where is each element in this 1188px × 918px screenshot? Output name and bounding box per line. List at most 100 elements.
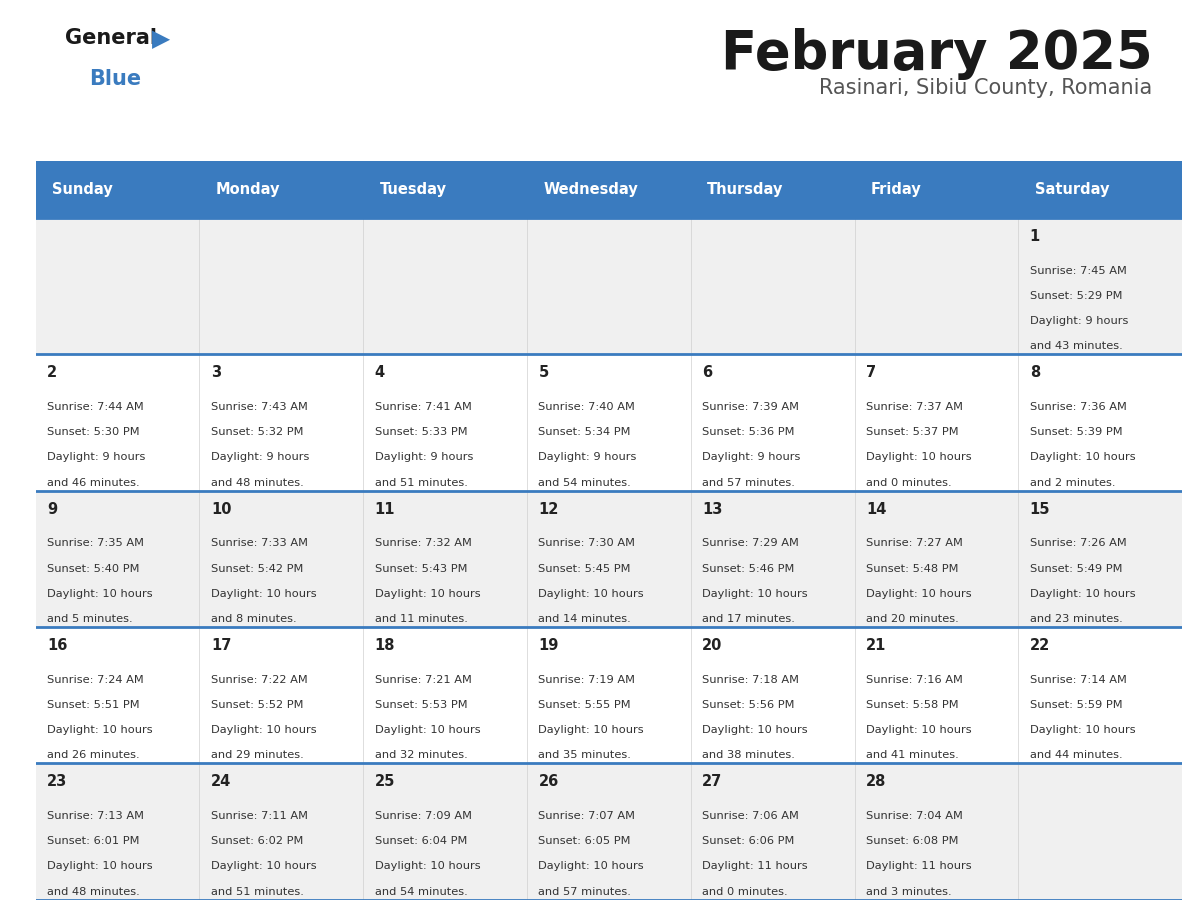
Text: and 54 minutes.: and 54 minutes. xyxy=(538,477,631,487)
Text: Sunset: 5:43 PM: Sunset: 5:43 PM xyxy=(374,564,467,574)
Text: and 38 minutes.: and 38 minutes. xyxy=(702,750,795,760)
Text: and 32 minutes.: and 32 minutes. xyxy=(374,750,467,760)
Text: 16: 16 xyxy=(48,638,68,653)
Text: 12: 12 xyxy=(538,501,558,517)
Bar xyxy=(527,627,690,763)
Text: Sunrise: 7:04 AM: Sunrise: 7:04 AM xyxy=(866,811,962,821)
Text: Daylight: 10 hours: Daylight: 10 hours xyxy=(866,725,972,735)
Text: Sunrise: 7:06 AM: Sunrise: 7:06 AM xyxy=(702,811,800,821)
Text: 22: 22 xyxy=(1030,638,1050,653)
Text: Daylight: 11 hours: Daylight: 11 hours xyxy=(866,861,972,871)
Text: Daylight: 10 hours: Daylight: 10 hours xyxy=(1030,453,1136,463)
Bar xyxy=(1018,763,1182,900)
Text: Sunset: 5:58 PM: Sunset: 5:58 PM xyxy=(866,700,959,710)
Bar xyxy=(36,627,200,763)
Text: 17: 17 xyxy=(211,638,232,653)
Text: Daylight: 10 hours: Daylight: 10 hours xyxy=(1030,725,1136,735)
Text: Saturday: Saturday xyxy=(1035,182,1110,196)
Text: 21: 21 xyxy=(866,638,886,653)
Text: Sunrise: 7:11 AM: Sunrise: 7:11 AM xyxy=(211,811,308,821)
Text: Sunrise: 7:41 AM: Sunrise: 7:41 AM xyxy=(374,402,472,412)
Text: and 20 minutes.: and 20 minutes. xyxy=(866,614,959,624)
Text: Sunset: 5:34 PM: Sunset: 5:34 PM xyxy=(538,427,631,437)
Text: Sunrise: 7:32 AM: Sunrise: 7:32 AM xyxy=(374,538,472,548)
Text: 7: 7 xyxy=(866,365,876,380)
Bar xyxy=(200,490,364,627)
Text: Sunset: 5:45 PM: Sunset: 5:45 PM xyxy=(538,564,631,574)
Text: Friday: Friday xyxy=(871,182,922,196)
Text: Sunset: 5:39 PM: Sunset: 5:39 PM xyxy=(1030,427,1123,437)
Text: and 35 minutes.: and 35 minutes. xyxy=(538,750,631,760)
Text: and 17 minutes.: and 17 minutes. xyxy=(702,614,795,624)
Text: 10: 10 xyxy=(211,501,232,517)
Text: and 11 minutes.: and 11 minutes. xyxy=(374,614,468,624)
Text: 5: 5 xyxy=(538,365,549,380)
Bar xyxy=(200,218,364,354)
Text: and 2 minutes.: and 2 minutes. xyxy=(1030,477,1116,487)
Text: Daylight: 10 hours: Daylight: 10 hours xyxy=(374,861,480,871)
Text: 13: 13 xyxy=(702,501,722,517)
Text: 14: 14 xyxy=(866,501,886,517)
Text: Daylight: 9 hours: Daylight: 9 hours xyxy=(702,453,801,463)
Text: Sunrise: 7:35 AM: Sunrise: 7:35 AM xyxy=(48,538,144,548)
Text: and 51 minutes.: and 51 minutes. xyxy=(374,477,468,487)
Bar xyxy=(854,627,1018,763)
Text: Sunset: 5:40 PM: Sunset: 5:40 PM xyxy=(48,564,140,574)
Text: 23: 23 xyxy=(48,774,68,789)
Text: and 57 minutes.: and 57 minutes. xyxy=(702,477,795,487)
Text: and 43 minutes.: and 43 minutes. xyxy=(1030,341,1123,352)
Text: Sunrise: 7:33 AM: Sunrise: 7:33 AM xyxy=(211,538,308,548)
Text: Sunset: 5:56 PM: Sunset: 5:56 PM xyxy=(702,700,795,710)
Text: and 8 minutes.: and 8 minutes. xyxy=(211,614,297,624)
Text: 19: 19 xyxy=(538,638,558,653)
Text: and 14 minutes.: and 14 minutes. xyxy=(538,614,631,624)
Text: and 44 minutes.: and 44 minutes. xyxy=(1030,750,1123,760)
Text: Sunset: 5:30 PM: Sunset: 5:30 PM xyxy=(48,427,140,437)
Text: Daylight: 10 hours: Daylight: 10 hours xyxy=(866,453,972,463)
Text: Sunrise: 7:26 AM: Sunrise: 7:26 AM xyxy=(1030,538,1126,548)
Text: 24: 24 xyxy=(211,774,232,789)
Text: General: General xyxy=(65,28,157,48)
Text: and 0 minutes.: and 0 minutes. xyxy=(866,477,952,487)
Text: Wednesday: Wednesday xyxy=(543,182,638,196)
Text: Sunrise: 7:37 AM: Sunrise: 7:37 AM xyxy=(866,402,963,412)
Text: ▶: ▶ xyxy=(152,28,170,51)
Bar xyxy=(527,763,690,900)
Text: Monday: Monday xyxy=(216,182,280,196)
Text: 4: 4 xyxy=(374,365,385,380)
Text: Sunset: 5:29 PM: Sunset: 5:29 PM xyxy=(1030,291,1123,301)
Text: and 5 minutes.: and 5 minutes. xyxy=(48,614,133,624)
Text: 3: 3 xyxy=(211,365,221,380)
Bar xyxy=(854,218,1018,354)
Bar xyxy=(200,161,364,218)
Bar xyxy=(36,490,200,627)
Bar xyxy=(36,354,200,490)
Text: and 46 minutes.: and 46 minutes. xyxy=(48,477,140,487)
Text: Daylight: 9 hours: Daylight: 9 hours xyxy=(211,453,309,463)
Bar xyxy=(364,354,527,490)
Bar xyxy=(690,627,854,763)
Bar xyxy=(527,490,690,627)
Text: Rasinari, Sibiu County, Romania: Rasinari, Sibiu County, Romania xyxy=(819,78,1152,98)
Text: Daylight: 10 hours: Daylight: 10 hours xyxy=(374,725,480,735)
Text: Daylight: 9 hours: Daylight: 9 hours xyxy=(374,453,473,463)
Text: Daylight: 10 hours: Daylight: 10 hours xyxy=(48,861,153,871)
Text: Sunrise: 7:22 AM: Sunrise: 7:22 AM xyxy=(211,675,308,685)
Bar xyxy=(690,763,854,900)
Bar xyxy=(854,490,1018,627)
Text: Sunrise: 7:14 AM: Sunrise: 7:14 AM xyxy=(1030,675,1126,685)
Bar xyxy=(364,218,527,354)
Text: 8: 8 xyxy=(1030,365,1040,380)
Text: Sunset: 5:53 PM: Sunset: 5:53 PM xyxy=(374,700,467,710)
Text: Sunset: 5:32 PM: Sunset: 5:32 PM xyxy=(211,427,303,437)
Text: Sunday: Sunday xyxy=(52,182,113,196)
Bar xyxy=(854,354,1018,490)
Text: and 57 minutes.: and 57 minutes. xyxy=(538,887,631,897)
Text: Sunrise: 7:24 AM: Sunrise: 7:24 AM xyxy=(48,675,144,685)
Bar xyxy=(200,354,364,490)
Text: Sunrise: 7:45 AM: Sunrise: 7:45 AM xyxy=(1030,265,1126,275)
Text: Tuesday: Tuesday xyxy=(379,182,447,196)
Text: and 3 minutes.: and 3 minutes. xyxy=(866,887,952,897)
Text: and 48 minutes.: and 48 minutes. xyxy=(211,477,304,487)
Text: Sunset: 6:01 PM: Sunset: 6:01 PM xyxy=(48,836,140,846)
